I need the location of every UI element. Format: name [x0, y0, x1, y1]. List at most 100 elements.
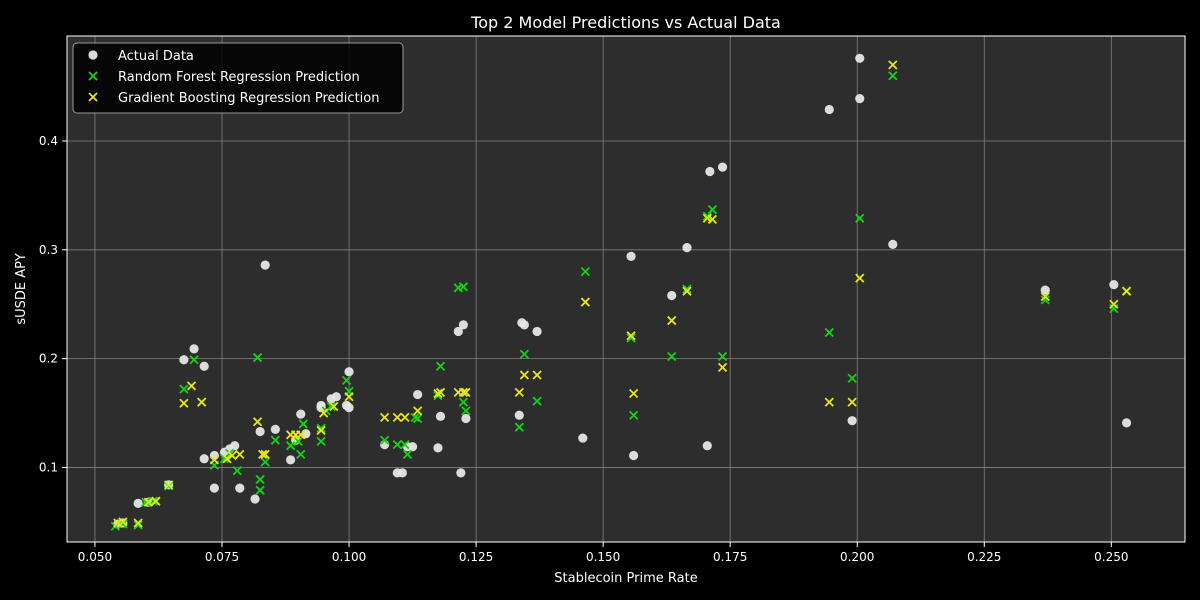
x-marker-stroke [682, 284, 692, 294]
x-marker-stroke [626, 333, 636, 343]
x-marker-stroke [258, 449, 268, 460]
x-marker-stroke [392, 412, 402, 423]
prediction-point [209, 455, 220, 465]
x-marker-stroke [717, 362, 728, 372]
x-marker-stroke [379, 412, 390, 423]
legend-marker [88, 71, 98, 81]
x-marker-stroke [235, 449, 245, 460]
prediction-point [255, 474, 265, 485]
x-marker-stroke [1040, 291, 1050, 302]
prediction-point [133, 518, 143, 528]
actual-data-point [260, 260, 270, 270]
prediction-point [293, 436, 303, 446]
x-marker-stroke [392, 439, 402, 450]
x-marker-stroke [326, 401, 336, 412]
prediction-point [888, 71, 898, 81]
prediction-point [141, 497, 151, 507]
x-marker-stroke [435, 361, 446, 371]
x-marker-stroke [400, 412, 410, 423]
actual-data-point [235, 483, 245, 493]
x-marker-stroke [329, 401, 339, 412]
prediction-point [179, 398, 189, 408]
x-marker-stroke [461, 387, 471, 398]
prediction-point [514, 387, 524, 398]
prediction-point [316, 423, 326, 433]
x-marker-stroke [435, 387, 446, 398]
x-marker-stroke [580, 266, 590, 277]
x-marker-stroke [88, 92, 98, 102]
x-marker-stroke [888, 71, 898, 81]
prediction-point [519, 349, 530, 359]
x-marker-stroke [186, 381, 197, 391]
legend-label: Random Forest Regression Prediction [118, 70, 360, 85]
x-marker-stroke [133, 520, 143, 530]
x-tick-label: 0.200 [840, 550, 874, 564]
actual-data-point [407, 442, 418, 452]
prediction-point [847, 373, 857, 383]
prediction-point [824, 397, 834, 407]
x-marker-stroke [580, 297, 590, 307]
prediction-point [143, 497, 153, 507]
x-marker-stroke [255, 485, 265, 495]
legend-box [72, 42, 404, 114]
prediction-point [235, 449, 245, 460]
legend-item: Actual Data [88, 49, 194, 64]
prediction-point [151, 496, 161, 506]
actual-data-point [189, 344, 199, 354]
actual-data-point [344, 367, 354, 377]
prediction-point [458, 282, 469, 292]
x-marker-stroke [316, 423, 326, 433]
x-tick-label: 0.150 [586, 550, 620, 564]
prediction-point [270, 435, 280, 445]
x-tick-label: 0.100 [332, 550, 366, 564]
x-marker-stroke [458, 397, 469, 407]
prediction-point [717, 351, 728, 362]
actual-data-point [230, 441, 240, 451]
actual-data-point [629, 450, 639, 461]
x-marker-stroke [532, 396, 542, 406]
prediction-point [1109, 299, 1119, 309]
x-marker-stroke [514, 422, 524, 432]
actual-data-point [316, 403, 326, 413]
y-tick-label: 0.3 [39, 243, 58, 257]
x-marker-stroke [197, 397, 207, 407]
x-marker-stroke [855, 273, 865, 283]
x-marker-stroke [847, 397, 857, 407]
x-marker-stroke [717, 351, 728, 362]
prediction-point [707, 204, 718, 215]
prediction-point [298, 419, 308, 429]
actual-data-point [435, 411, 446, 421]
x-marker-stroke [379, 435, 390, 445]
x-marker-stroke [141, 497, 151, 507]
x-marker-stroke [252, 417, 263, 427]
series-3 [113, 60, 1132, 528]
x-marker-stroke [1040, 295, 1050, 305]
x-marker-stroke [667, 351, 677, 362]
x-marker-stroke [847, 373, 857, 383]
prediction-point [847, 397, 857, 407]
x-marker-stroke [707, 204, 718, 215]
actual-data-point [179, 355, 189, 365]
actual-data-point [667, 290, 677, 301]
actual-data-point [682, 243, 692, 253]
prediction-point [189, 355, 199, 365]
prediction-point [400, 439, 410, 450]
x-marker-stroke [514, 387, 524, 398]
x-marker-stroke [1109, 299, 1119, 309]
prediction-point [316, 425, 326, 436]
prediction-point [461, 387, 471, 398]
prediction-point [392, 412, 402, 423]
prediction-point [855, 273, 865, 283]
x-marker-stroke [824, 397, 834, 407]
x-marker-stroke [270, 435, 280, 445]
x-tick-label: 0.250 [1094, 550, 1128, 564]
x-marker-stroke [179, 398, 189, 408]
actual-data-point [578, 433, 588, 443]
x-marker-stroke [458, 282, 469, 292]
prediction-point [222, 454, 232, 464]
prediction-point [1040, 291, 1050, 302]
actual-data-point [199, 454, 209, 464]
actual-data-point [1121, 418, 1132, 428]
prediction-point [413, 406, 423, 416]
actual-data-point [461, 413, 471, 424]
